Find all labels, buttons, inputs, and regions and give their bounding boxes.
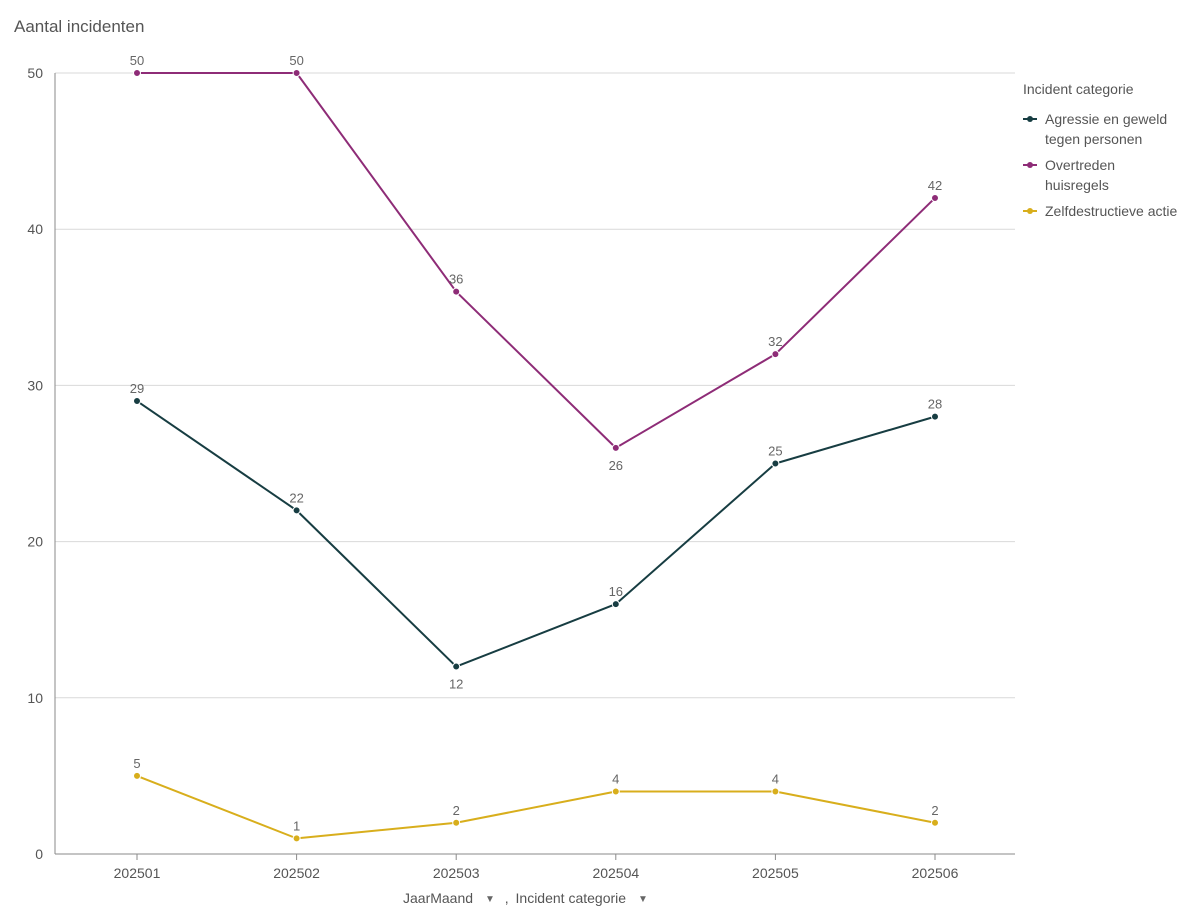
y-tick-label: 0 <box>35 846 43 862</box>
data-point[interactable] <box>452 818 461 827</box>
legend: Incident categorie Agressie en geweld te… <box>1023 81 1203 227</box>
data-point[interactable] <box>452 662 461 671</box>
data-point[interactable] <box>292 69 301 77</box>
data-label: 2 <box>931 803 938 818</box>
incident-category-control[interactable]: Incident categorie ▼ <box>516 890 654 906</box>
y-tick-label: 50 <box>27 65 43 81</box>
data-label: 22 <box>289 490 303 505</box>
data-label: 12 <box>449 677 463 692</box>
data-label: 5 <box>133 756 140 771</box>
data-point[interactable] <box>931 818 939 827</box>
data-label: 32 <box>768 334 782 349</box>
jaarmaand-label: JaarMaand <box>403 890 474 906</box>
data-point[interactable] <box>611 443 620 452</box>
x-tick-label: 202501 <box>114 865 161 881</box>
data-label: 50 <box>289 53 303 68</box>
jaarmaand-control[interactable]: JaarMaand ▼ <box>403 890 501 906</box>
grid-layer <box>55 72 1015 855</box>
data-label: 1 <box>293 818 300 833</box>
caret-down-icon: ▼ <box>637 894 648 905</box>
data-point[interactable] <box>292 506 301 515</box>
data-label: 29 <box>130 381 144 396</box>
y-tick-label: 30 <box>27 377 43 393</box>
y-tick-label: 40 <box>27 221 43 237</box>
data-point[interactable] <box>133 771 141 780</box>
legend-marker-overtreden <box>1023 162 1037 168</box>
caret-down-icon: ▼ <box>484 894 495 905</box>
x-tick-label: 202504 <box>592 865 639 881</box>
y-tick-label: 20 <box>27 534 43 550</box>
data-label: 4 <box>772 772 779 787</box>
data-label: 25 <box>768 444 782 459</box>
data-point[interactable] <box>292 834 301 843</box>
data-point[interactable] <box>133 397 141 406</box>
data-label: 16 <box>609 584 623 599</box>
data-point[interactable] <box>611 600 620 609</box>
legend-marker-agressie <box>1023 116 1037 122</box>
data-label: 36 <box>449 272 463 287</box>
axis-layer: 0 10 20 30 40 50 202501 202502 202503 202504 20250… <box>27 65 958 881</box>
data-label: 4 <box>612 772 619 787</box>
data-label: 2 <box>453 803 460 818</box>
legend-label-overtreden-line-1: Overtreden <box>1045 157 1116 173</box>
data-label: 26 <box>609 458 623 473</box>
x-tick-label: 202505 <box>752 865 799 881</box>
axis-control-separator: , <box>504 890 509 906</box>
legend-item-agressie[interactable]: Agressie en geweld tegen personen <box>1023 109 1203 149</box>
series-layer <box>133 69 939 843</box>
legend-item-overtreden[interactable]: Overtreden huisregels <box>1023 155 1203 195</box>
data-point[interactable] <box>133 69 141 77</box>
y-tick-label: 10 <box>27 690 43 706</box>
data-point[interactable] <box>611 787 620 796</box>
data-point[interactable] <box>771 459 780 468</box>
legend-title: Incident categorie <box>1023 81 1134 97</box>
legend-label-zelfdestructieve: Zelfdestructieve actie <box>1045 203 1178 219</box>
legend-label-overtreden-line-2: huisregels <box>1045 177 1109 193</box>
data-point[interactable] <box>771 787 780 796</box>
legend-marker-zelfdestructieve <box>1023 208 1037 214</box>
legend-item-zelfdestructieve[interactable]: Zelfdestructieve actie <box>1023 201 1203 221</box>
legend-label-agressie-line-2: tegen personen <box>1045 131 1143 147</box>
data-point[interactable] <box>931 193 939 202</box>
series-line-1[interactable] <box>136 72 936 449</box>
y-axis-title: Aantal incidenten <box>14 17 145 36</box>
x-tick-label: 202502 <box>273 865 320 881</box>
axis-controls: JaarMaand ▼ , Incident categorie ▼ <box>403 890 654 906</box>
series-line-0[interactable] <box>136 400 936 668</box>
data-label: 50 <box>130 53 144 68</box>
x-tick-label: 202503 <box>433 865 480 881</box>
data-point[interactable] <box>931 412 939 421</box>
series-line-2[interactable] <box>136 774 936 840</box>
data-point[interactable] <box>452 287 461 296</box>
data-label: 28 <box>928 397 942 412</box>
x-tick-label: 202506 <box>912 865 959 881</box>
legend-label-agressie-line-1: Agressie en geweld <box>1045 111 1168 127</box>
data-label: 42 <box>928 178 942 193</box>
incident-category-label: Incident categorie <box>515 890 627 906</box>
data-point[interactable] <box>771 350 780 359</box>
